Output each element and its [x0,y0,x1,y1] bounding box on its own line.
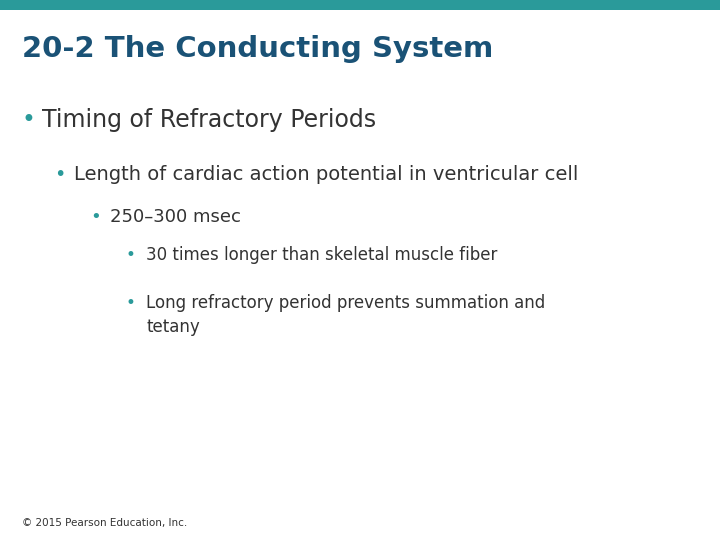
Text: •: • [126,294,136,312]
Text: •: • [126,246,136,264]
Text: 30 times longer than skeletal muscle fiber: 30 times longer than skeletal muscle fib… [146,246,498,264]
Text: 20-2 The Conducting System: 20-2 The Conducting System [22,35,493,63]
Text: © 2015 Pearson Education, Inc.: © 2015 Pearson Education, Inc. [22,518,187,528]
Text: 250–300 msec: 250–300 msec [110,208,241,226]
Text: Length of cardiac action potential in ventricular cell: Length of cardiac action potential in ve… [74,165,579,184]
Text: •: • [22,108,35,132]
Text: Long refractory period prevents summation and
tetany: Long refractory period prevents summatio… [146,294,546,336]
Text: Timing of Refractory Periods: Timing of Refractory Periods [42,108,376,132]
Text: •: • [90,208,101,226]
Text: •: • [54,165,66,184]
